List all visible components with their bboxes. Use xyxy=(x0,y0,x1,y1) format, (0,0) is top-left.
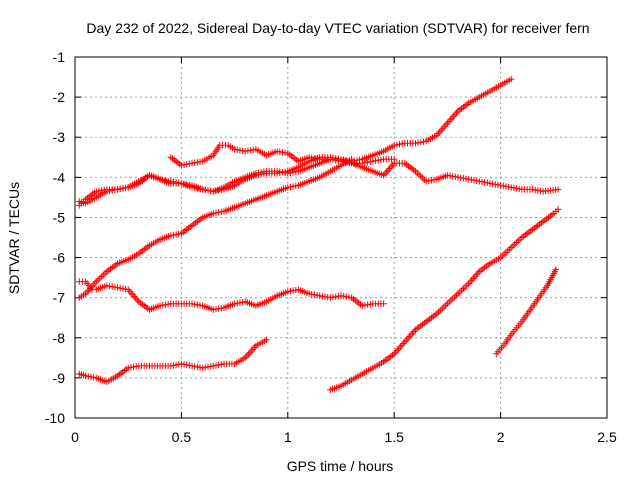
x-tick-label: 2 xyxy=(497,429,505,445)
series-markers xyxy=(167,142,398,169)
series-markers xyxy=(76,75,515,207)
series-4 xyxy=(76,156,355,301)
y-tick-label: -8 xyxy=(53,330,66,346)
x-tick-label: 1 xyxy=(284,429,292,445)
ticks: 0 0.5 1 1.5 2 2.5 -10 -9 -8 -7 -6 -5 -4 -3 -2 -1 xyxy=(45,49,617,445)
chart-title: Day 232 of 2022, Sidereal Day-to-day VTE… xyxy=(86,20,589,36)
data-series xyxy=(76,75,562,394)
series-7 xyxy=(327,206,562,394)
y-tick-label: -1 xyxy=(53,49,66,65)
y-tick-label: -4 xyxy=(53,169,66,185)
series-8 xyxy=(493,266,560,357)
series-markers xyxy=(493,266,560,357)
series-5 xyxy=(76,278,387,313)
x-tick-label: 2.5 xyxy=(597,429,617,445)
series-2 xyxy=(76,75,515,207)
y-tick-label: -9 xyxy=(53,370,66,386)
y-tick-label: -5 xyxy=(53,209,66,225)
y-tick-label: -2 xyxy=(53,89,66,105)
plot-border xyxy=(74,56,608,419)
y-axis-label: SDTVAR / TECUs xyxy=(6,182,22,294)
x-tick-label: 1.5 xyxy=(384,429,404,445)
series-3 xyxy=(167,142,398,169)
y-tick-label: -3 xyxy=(53,129,66,145)
series-6 xyxy=(76,336,270,386)
series-markers xyxy=(76,156,355,301)
series-markers xyxy=(76,336,270,386)
y-tick-label: -7 xyxy=(53,290,66,306)
series-markers xyxy=(327,206,562,394)
x-axis-label: GPS time / hours xyxy=(287,458,394,474)
y-tick-label: -10 xyxy=(45,410,65,426)
x-tick-label: 0 xyxy=(71,429,79,445)
series-markers xyxy=(76,278,387,313)
y-tick-label: -6 xyxy=(53,250,66,266)
x-tick-label: 0.5 xyxy=(172,429,192,445)
